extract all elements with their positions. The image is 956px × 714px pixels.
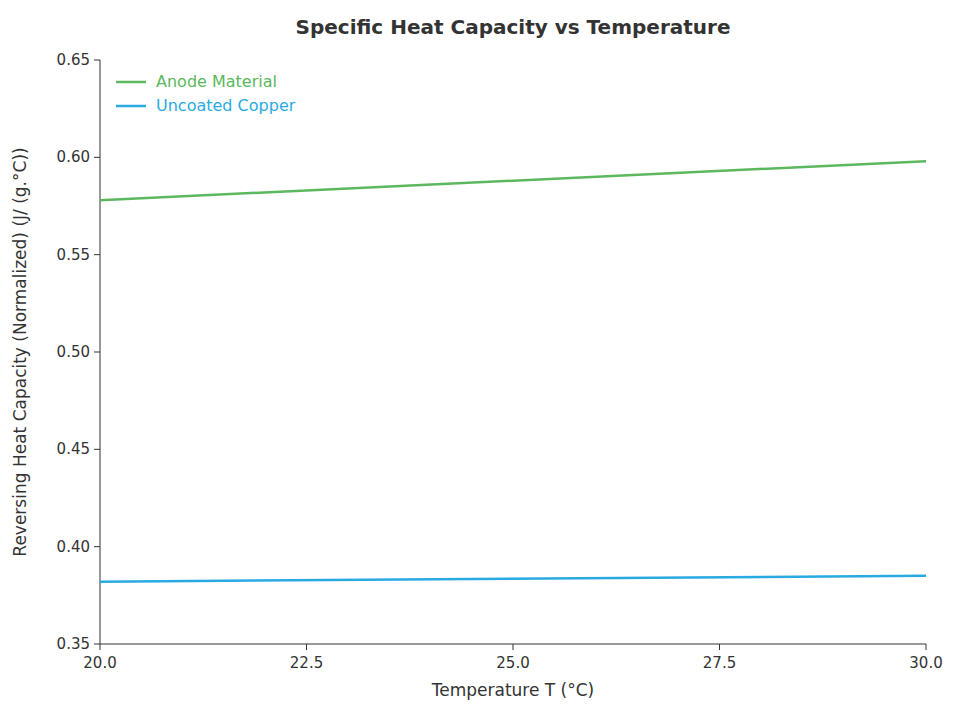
y-tick <box>94 254 100 255</box>
x-tick <box>513 644 514 650</box>
x-tick <box>926 644 927 650</box>
y-tick-label: 0.35 <box>57 635 90 653</box>
y-axis-label: Reversing Heat Capacity (Normalized) (J/… <box>10 147 30 556</box>
legend-swatch <box>116 105 146 108</box>
legend-label: Anode Material <box>156 72 277 91</box>
legend-swatch <box>116 81 146 84</box>
x-tick-label: 30.0 <box>909 654 942 672</box>
y-tick-label: 0.45 <box>57 440 90 458</box>
y-tick-label: 0.40 <box>57 538 90 556</box>
chart-container: Specific Heat Capacity vs Temperature 20.… <box>0 0 956 714</box>
y-tick <box>94 644 100 645</box>
y-tick-label: 0.50 <box>57 343 90 361</box>
x-tick <box>719 644 720 650</box>
lines <box>100 161 926 581</box>
legend: Anode Material Uncoated Copper <box>116 72 296 115</box>
y-tick-label: 0.55 <box>57 246 90 264</box>
legend-label: Uncoated Copper <box>156 96 296 115</box>
x-tick-label: 20.0 <box>83 654 116 672</box>
y-tick <box>94 449 100 450</box>
x-tick <box>100 644 101 650</box>
series-line <box>100 161 926 200</box>
axes: 20.0 22.5 25.0 27.5 30.0 0.35 0.40 0.45 0.50 0.55… <box>57 51 943 672</box>
x-axis-label: Temperature T (°C) <box>431 680 595 700</box>
y-tick <box>94 157 100 158</box>
x-tick-label: 27.5 <box>703 654 736 672</box>
y-tick-label: 0.65 <box>57 51 90 69</box>
title: Specific Heat Capacity vs Temperature <box>296 15 731 39</box>
y-tick-label: 0.60 <box>57 148 90 166</box>
x-tick-label: 22.5 <box>290 654 323 672</box>
x-tick-label: 25.0 <box>496 654 529 672</box>
series-line <box>100 576 926 582</box>
y-tick <box>94 60 100 61</box>
y-tick <box>94 546 100 547</box>
y-tick <box>94 352 100 353</box>
chart: Specific Heat Capacity vs Temperature 20.… <box>0 0 956 714</box>
x-tick <box>306 644 307 650</box>
